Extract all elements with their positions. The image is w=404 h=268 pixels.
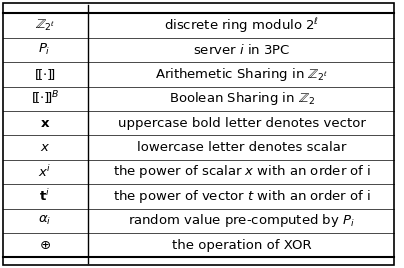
Text: random value pre-computed by $P_i$: random value pre-computed by $P_i$: [128, 212, 355, 229]
Text: $\alpha_i$: $\alpha_i$: [38, 214, 51, 227]
Text: $P_i$: $P_i$: [38, 42, 51, 57]
Text: $\mathbb{Z}_{2^\ell}$: $\mathbb{Z}_{2^\ell}$: [35, 18, 55, 33]
Text: $[\![\cdot]\!]$: $[\![\cdot]\!]$: [34, 67, 55, 82]
Text: uppercase bold letter denotes vector: uppercase bold letter denotes vector: [118, 117, 366, 130]
Text: $x^i$: $x^i$: [38, 164, 51, 180]
Text: server $i$ in 3PC: server $i$ in 3PC: [193, 43, 290, 57]
Text: Arithemetic Sharing in $\mathbb{Z}_{2^\ell}$: Arithemetic Sharing in $\mathbb{Z}_{2^\e…: [156, 66, 328, 83]
Text: the power of vector $t$ with an order of i: the power of vector $t$ with an order of…: [113, 188, 371, 205]
Text: discrete ring modulo $2^\ell$: discrete ring modulo $2^\ell$: [164, 16, 320, 35]
Text: lowercase letter denotes scalar: lowercase letter denotes scalar: [137, 141, 347, 154]
Text: the operation of XOR: the operation of XOR: [172, 239, 311, 252]
FancyBboxPatch shape: [3, 3, 393, 265]
Text: the power of scalar $x$ with an order of i: the power of scalar $x$ with an order of…: [113, 163, 371, 180]
Text: $\mathbf{x}$: $\mathbf{x}$: [40, 117, 50, 130]
Text: $\oplus$: $\oplus$: [39, 239, 51, 252]
Text: Boolean Sharing in $\mathbb{Z}_2$: Boolean Sharing in $\mathbb{Z}_2$: [169, 90, 315, 107]
Text: $[\![\cdot]\!]^B$: $[\![\cdot]\!]^B$: [31, 90, 59, 107]
Text: $\mathbf{t}^i$: $\mathbf{t}^i$: [39, 188, 50, 204]
Text: $x$: $x$: [40, 141, 50, 154]
